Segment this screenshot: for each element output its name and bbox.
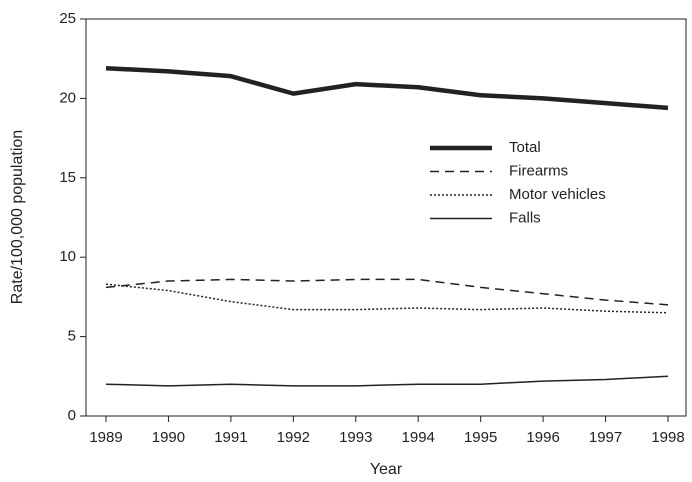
x-tick-label: 1990 [152,429,185,446]
series-line [105,375,669,387]
legend-label: Total [509,139,541,156]
x-tick-label: 1993 [339,429,372,446]
x-tick-label: 1992 [277,429,310,446]
y-tick-label: 20 [59,89,76,106]
y-tick-label: 5 [68,328,76,345]
x-tick-label: 1998 [651,429,684,446]
legend-label: Motor vehicles [509,186,606,203]
series-line [105,283,669,314]
plot-frame [85,18,687,417]
x-tick-label: 1996 [526,429,559,446]
y-tick-label: 25 [59,10,76,27]
series-line [105,65,669,111]
legend-label: Firearms [509,162,568,179]
series-line [105,278,669,306]
x-axis-label: Year [370,461,403,478]
y-tick-label: 15 [59,169,76,186]
y-tick-label: 0 [68,407,76,424]
y-tick-label: 10 [59,248,76,265]
x-tick-label: 1997 [589,429,622,446]
y-axis-label: Rate/100,000 population [9,130,26,304]
x-tick-label: 1991 [214,429,247,446]
x-tick-label: 1989 [89,429,122,446]
legend-label: Falls [509,209,541,226]
x-tick-label: 1995 [464,429,497,446]
x-tick-label: 1994 [402,429,435,446]
